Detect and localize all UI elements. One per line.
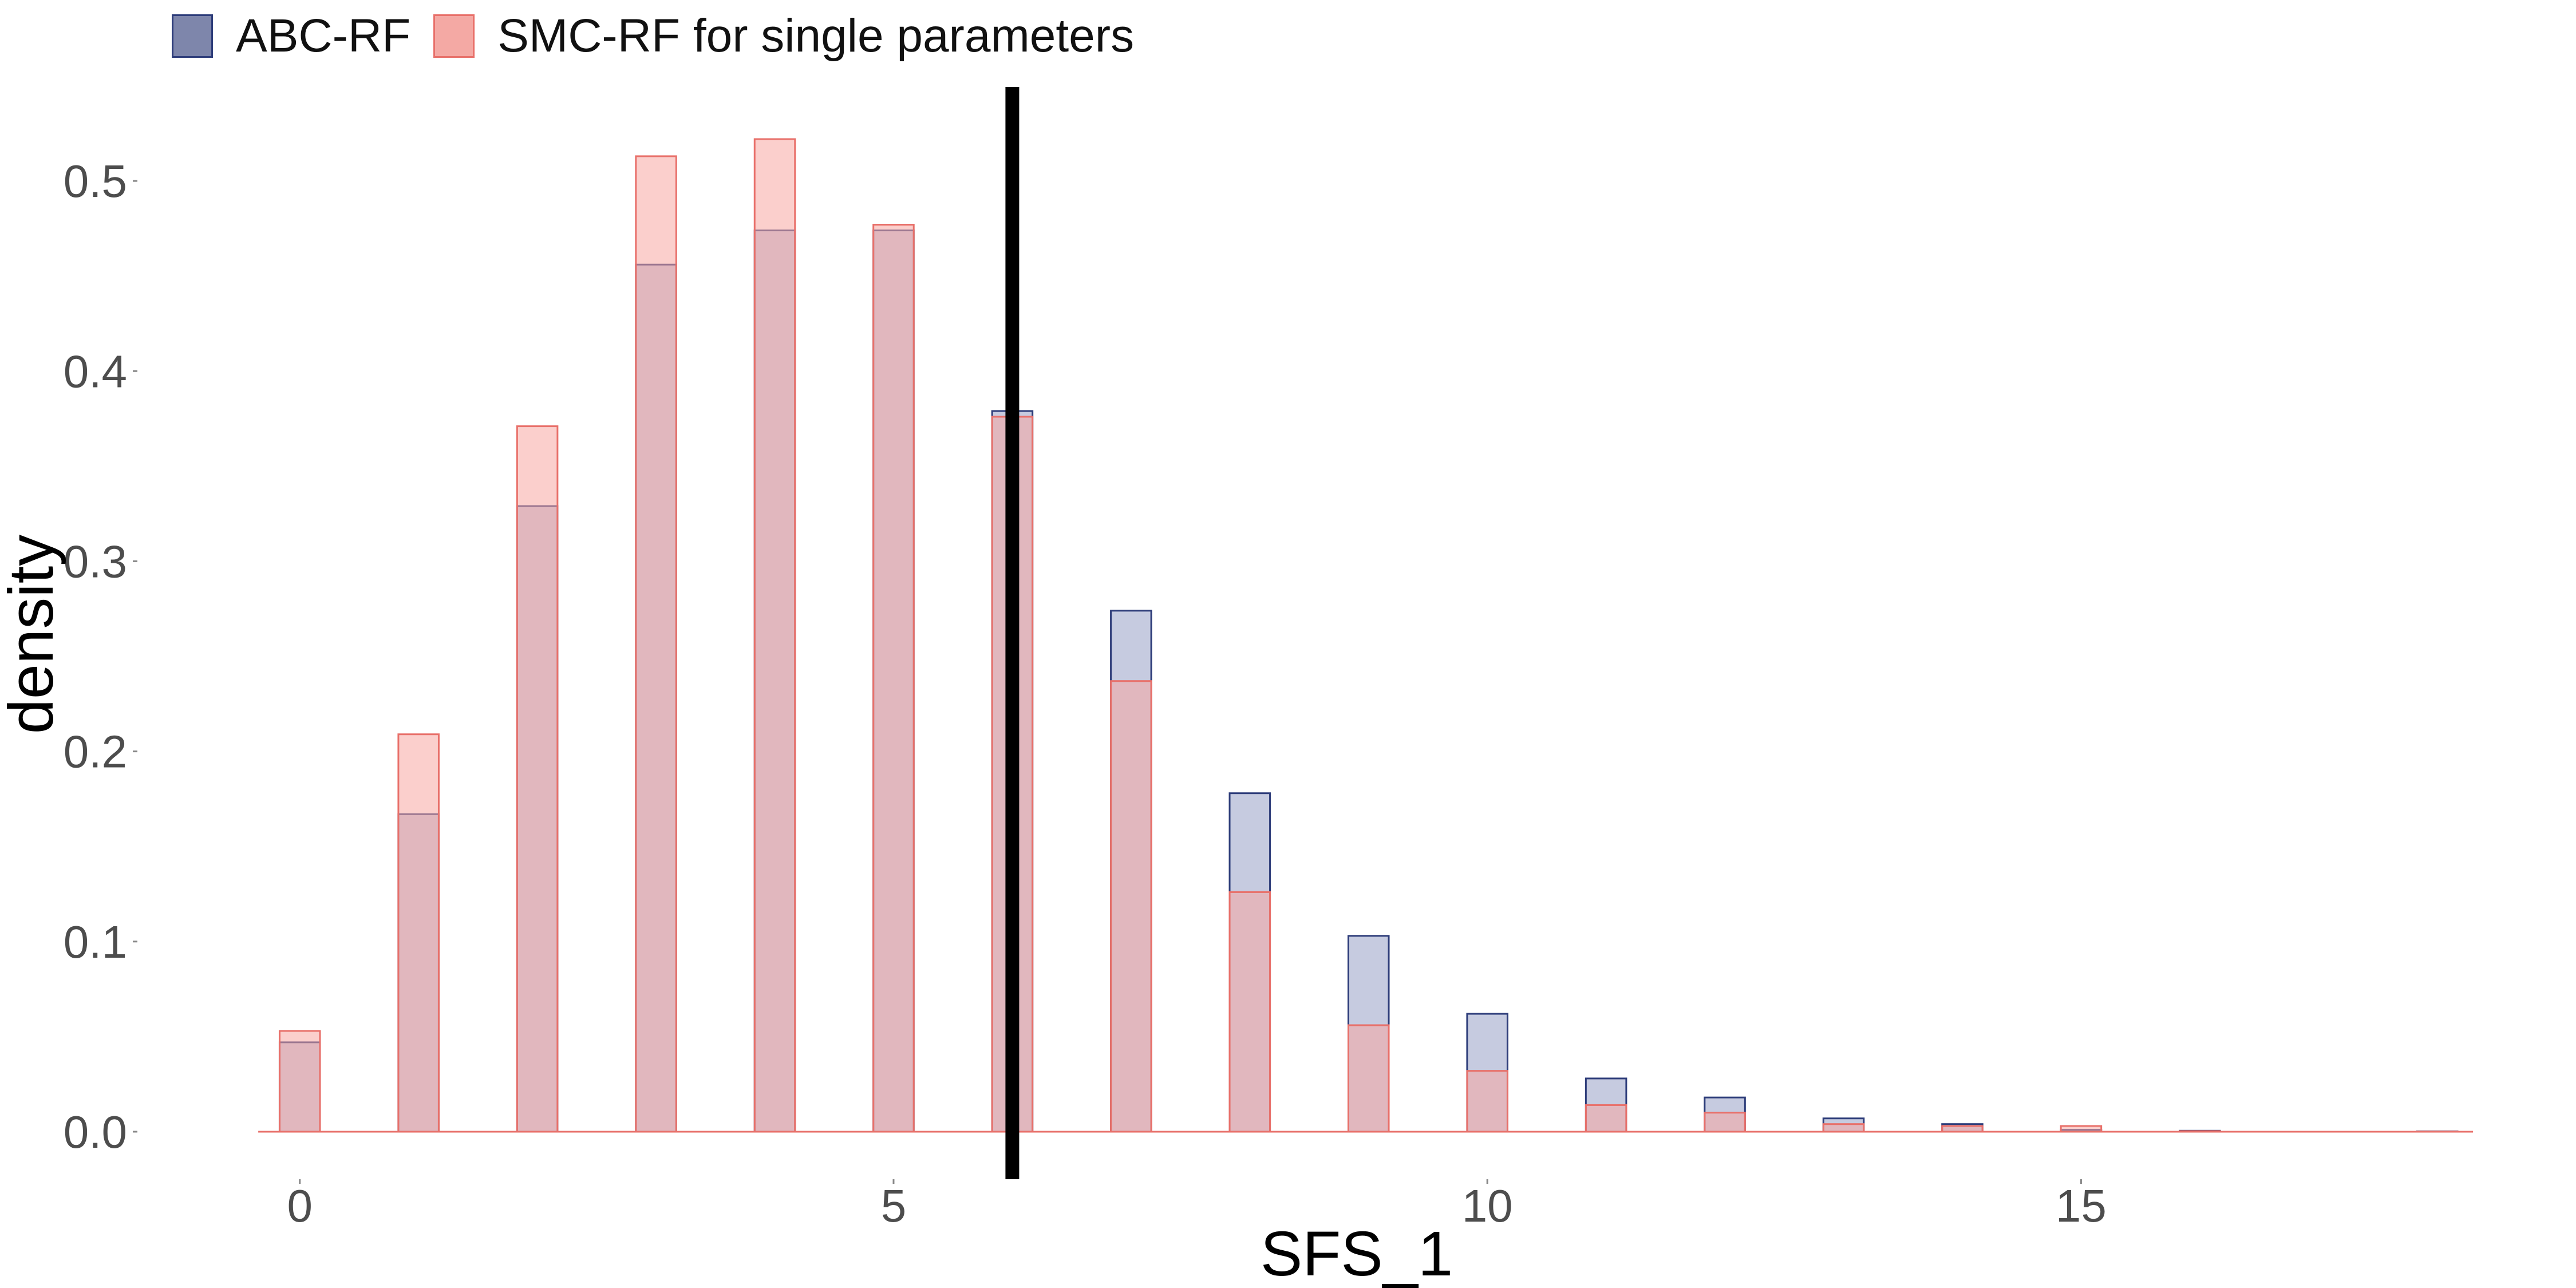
bar-series1-x7 (1110, 680, 1152, 1133)
legend-swatch-abc-rf (172, 14, 213, 58)
x-tick-label: 0 (287, 1180, 313, 1231)
bar-series1-x1 (397, 733, 440, 1133)
legend-item-smc-rf: SMC-RF for single parameters (433, 9, 1134, 63)
y-tick-label: 0.3 (64, 536, 127, 587)
bar-series1-x11 (1585, 1104, 1627, 1133)
legend-swatch-smc-rf (433, 14, 475, 58)
y-axis-title: density (0, 535, 66, 734)
y-tick-label: 0.1 (64, 916, 127, 967)
y-tick-label: 0.0 (64, 1107, 127, 1157)
y-tick-label: 0.2 (64, 726, 127, 777)
legend-item-abc-rf: ABC-RF (172, 9, 410, 63)
bar-series1-x12 (1704, 1112, 1746, 1133)
legend-label-abc-rf: ABC-RF (236, 10, 411, 62)
bar-series1-x5 (872, 223, 915, 1133)
y-tick-label: 0.4 (64, 346, 127, 397)
x-tick-label: 15 (2056, 1180, 2107, 1231)
legend-label-smc-rf: SMC-RF for single parameters (497, 10, 1135, 62)
bar-series1-x8 (1228, 891, 1271, 1133)
x-tick-label: 5 (881, 1180, 907, 1231)
legend: ABC-RF SMC-RF for single parameters (172, 5, 1134, 68)
y-tick-label: 0.5 (64, 156, 127, 207)
bar-series1-x2 (516, 425, 559, 1133)
bar-series1-x10 (1466, 1070, 1508, 1133)
x-tick-label: 10 (1462, 1180, 1513, 1231)
bar-series1-x9 (1347, 1024, 1390, 1133)
bar-series1-x3 (635, 155, 677, 1133)
bar-series1-x4 (753, 138, 796, 1133)
x-axis-title: SFS_1 (1261, 1219, 1453, 1288)
bar-series1-x13 (1822, 1123, 1865, 1133)
bar-series1-x0 (278, 1030, 321, 1133)
